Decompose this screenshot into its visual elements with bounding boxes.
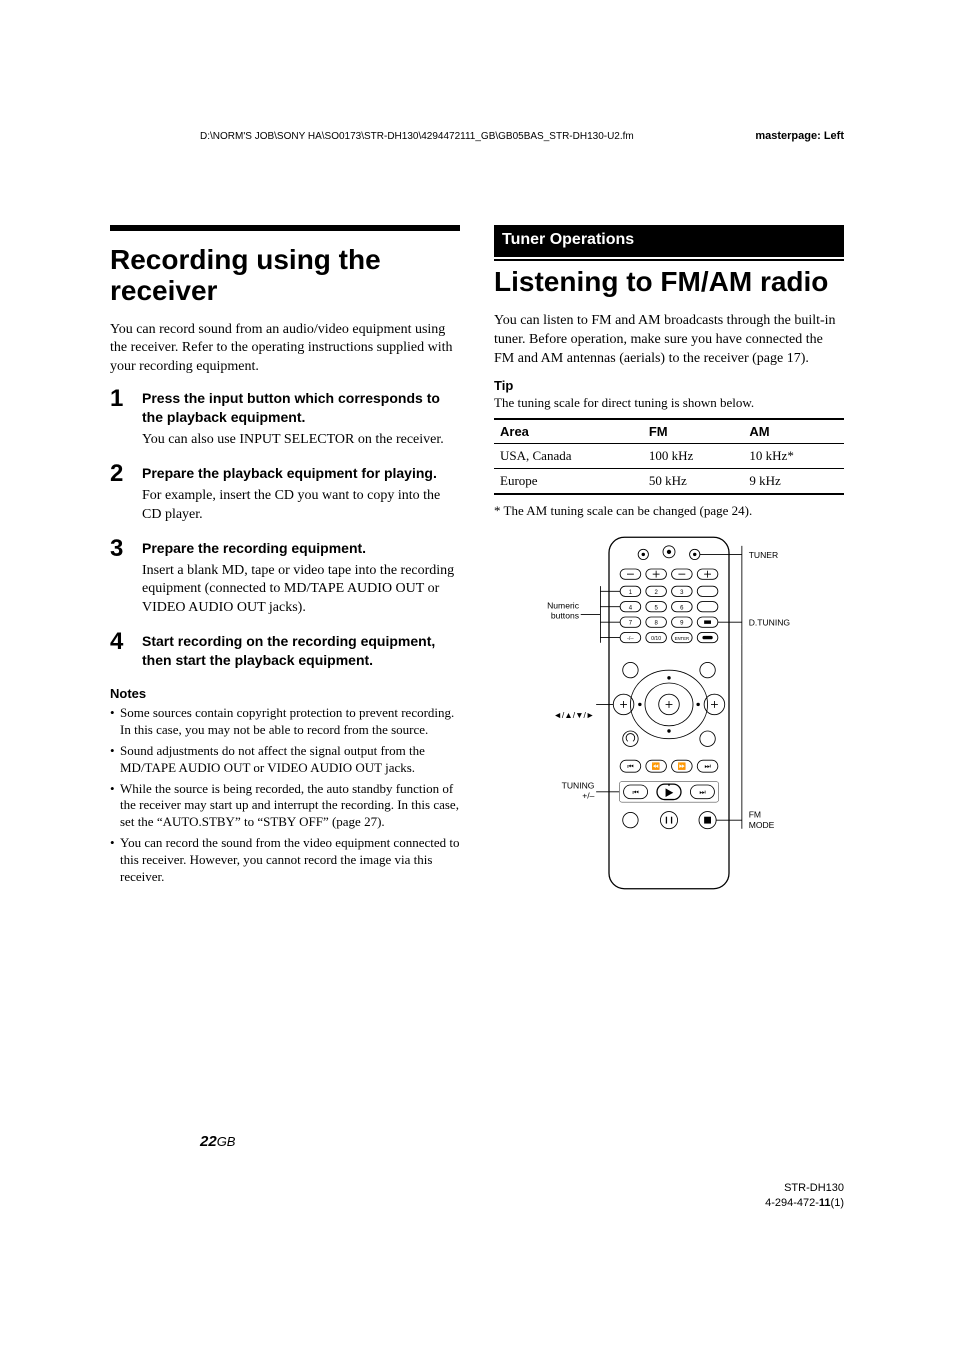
- svg-text:8: 8: [654, 621, 658, 627]
- svg-text:⏮: ⏮: [627, 764, 633, 771]
- table-cell: Europe: [494, 469, 643, 495]
- tuning-table: Area FM AM USA, Canada 100 kHz 10 kHz* E…: [494, 418, 844, 495]
- step-text: Insert a blank MD, tape or video tape in…: [142, 562, 460, 619]
- svg-text:3: 3: [680, 590, 684, 596]
- svg-text:2: 2: [654, 590, 658, 596]
- masterpage-label: masterpage: Left: [755, 130, 844, 142]
- step-number: 1: [110, 387, 130, 450]
- right-title: Listening to FM/AM radio: [494, 267, 844, 298]
- label-tuner: TUNER: [749, 550, 778, 560]
- step-number: 3: [110, 537, 130, 619]
- step-heading: Prepare the recording equipment.: [142, 539, 460, 558]
- step-heading: Prepare the playback equipment for playi…: [142, 464, 460, 483]
- step-2: 2 Prepare the playback equipment for pla…: [110, 462, 460, 525]
- right-intro: You can listen to FM and AM broadcasts t…: [494, 312, 844, 369]
- notes-heading: Notes: [110, 686, 460, 701]
- step-number: 2: [110, 462, 130, 525]
- label-arrows: ◄/▲/▼/►: [553, 711, 594, 721]
- svg-text:⏮: ⏮: [632, 790, 638, 797]
- page: D:\NORM'S JOB\SONY HA\SO0173\STR-DH130\4…: [0, 0, 954, 1350]
- page-number: 22GB: [200, 1133, 235, 1150]
- label-fmmode-2: MODE: [749, 820, 775, 830]
- notes-list: Some sources contain copyright protectio…: [110, 705, 460, 886]
- content-columns: Recording using the receiver You can rec…: [110, 225, 844, 898]
- section-title: Tuner Operations: [494, 225, 844, 257]
- table-cell: USA, Canada: [494, 444, 643, 469]
- label-fmmode-1: FM: [749, 810, 761, 820]
- left-title: Recording using the receiver: [110, 245, 460, 307]
- svg-text:9: 9: [680, 621, 684, 627]
- tip-text: The tuning scale for direct tuning is sh…: [494, 395, 844, 412]
- title-rule: [110, 225, 460, 235]
- svg-text:⏪: ⏪: [652, 762, 661, 771]
- step-4: 4 Start recording on the recording equip…: [110, 630, 460, 674]
- right-column: Tuner Operations Listening to FM/AM radi…: [494, 225, 844, 898]
- note-item: While the source is being recorded, the …: [110, 781, 460, 832]
- svg-text:⏭: ⏭: [704, 764, 710, 771]
- table-cell: 10 kHz*: [743, 444, 844, 469]
- note-item: You can record the sound from the video …: [110, 835, 460, 886]
- section-underline: [494, 259, 844, 261]
- section-header: Tuner Operations: [494, 225, 844, 261]
- table-footnote: * The AM tuning scale can be changed (pa…: [494, 503, 844, 519]
- step-text: You can also use INPUT SELECTOR on the r…: [142, 431, 460, 450]
- label-tuning-1: TUNING: [562, 781, 595, 791]
- header: D:\NORM'S JOB\SONY HA\SO0173\STR-DH130\4…: [200, 130, 844, 143]
- remote-diagram: 1 2 3 4 5 6 7 8 9 -/-- 0/10 ENTER: [494, 533, 844, 893]
- footer-model: STR-DH130: [765, 1181, 844, 1195]
- note-item: Some sources contain copyright protectio…: [110, 705, 460, 739]
- svg-text:4: 4: [629, 606, 633, 612]
- svg-text:⏭: ⏭: [699, 790, 705, 797]
- svg-text:0/10: 0/10: [651, 637, 661, 643]
- left-intro: You can record sound from an audio/video…: [110, 321, 460, 378]
- footer-docnum: 4-294-472-11(1): [765, 1196, 844, 1210]
- label-numeric-1: Numeric: [547, 601, 580, 611]
- svg-text:5: 5: [654, 606, 658, 612]
- svg-text:7: 7: [629, 621, 633, 627]
- svg-text:1: 1: [629, 590, 633, 596]
- page-number-value: 22: [200, 1133, 217, 1150]
- page-number-suffix: GB: [217, 1134, 236, 1149]
- label-dtuning: D.TUNING: [749, 618, 791, 628]
- step-3: 3 Prepare the recording equipment. Inser…: [110, 537, 460, 619]
- file-path: D:\NORM'S JOB\SONY HA\SO0173\STR-DH130\4…: [200, 130, 634, 143]
- step-1: 1 Press the input button which correspon…: [110, 387, 460, 450]
- table-cell: 100 kHz: [643, 444, 744, 469]
- table-cell: 9 kHz: [743, 469, 844, 495]
- step-heading: Start recording on the recording equipme…: [142, 632, 460, 670]
- step-heading: Press the input button which corresponds…: [142, 389, 460, 427]
- svg-text:⏩: ⏩: [678, 762, 687, 771]
- label-numeric-2: buttons: [551, 611, 579, 621]
- step-number: 4: [110, 630, 130, 674]
- label-tuning-2: +/–: [582, 791, 594, 801]
- note-item: Sound adjustments do not affect the sign…: [110, 743, 460, 777]
- tip-heading: Tip: [494, 378, 844, 393]
- svg-text:-/--: -/--: [627, 637, 634, 643]
- left-column: Recording using the receiver You can rec…: [110, 225, 460, 898]
- step-text: For example, insert the CD you want to c…: [142, 487, 460, 525]
- svg-text:6: 6: [680, 606, 684, 612]
- table-cell: 50 kHz: [643, 469, 744, 495]
- table-header: Area: [494, 419, 643, 444]
- table-header: AM: [743, 419, 844, 444]
- table-header: FM: [643, 419, 744, 444]
- footer-doc-info: STR-DH130 4-294-472-11(1): [765, 1181, 844, 1210]
- svg-text:ENTER: ENTER: [675, 637, 689, 642]
